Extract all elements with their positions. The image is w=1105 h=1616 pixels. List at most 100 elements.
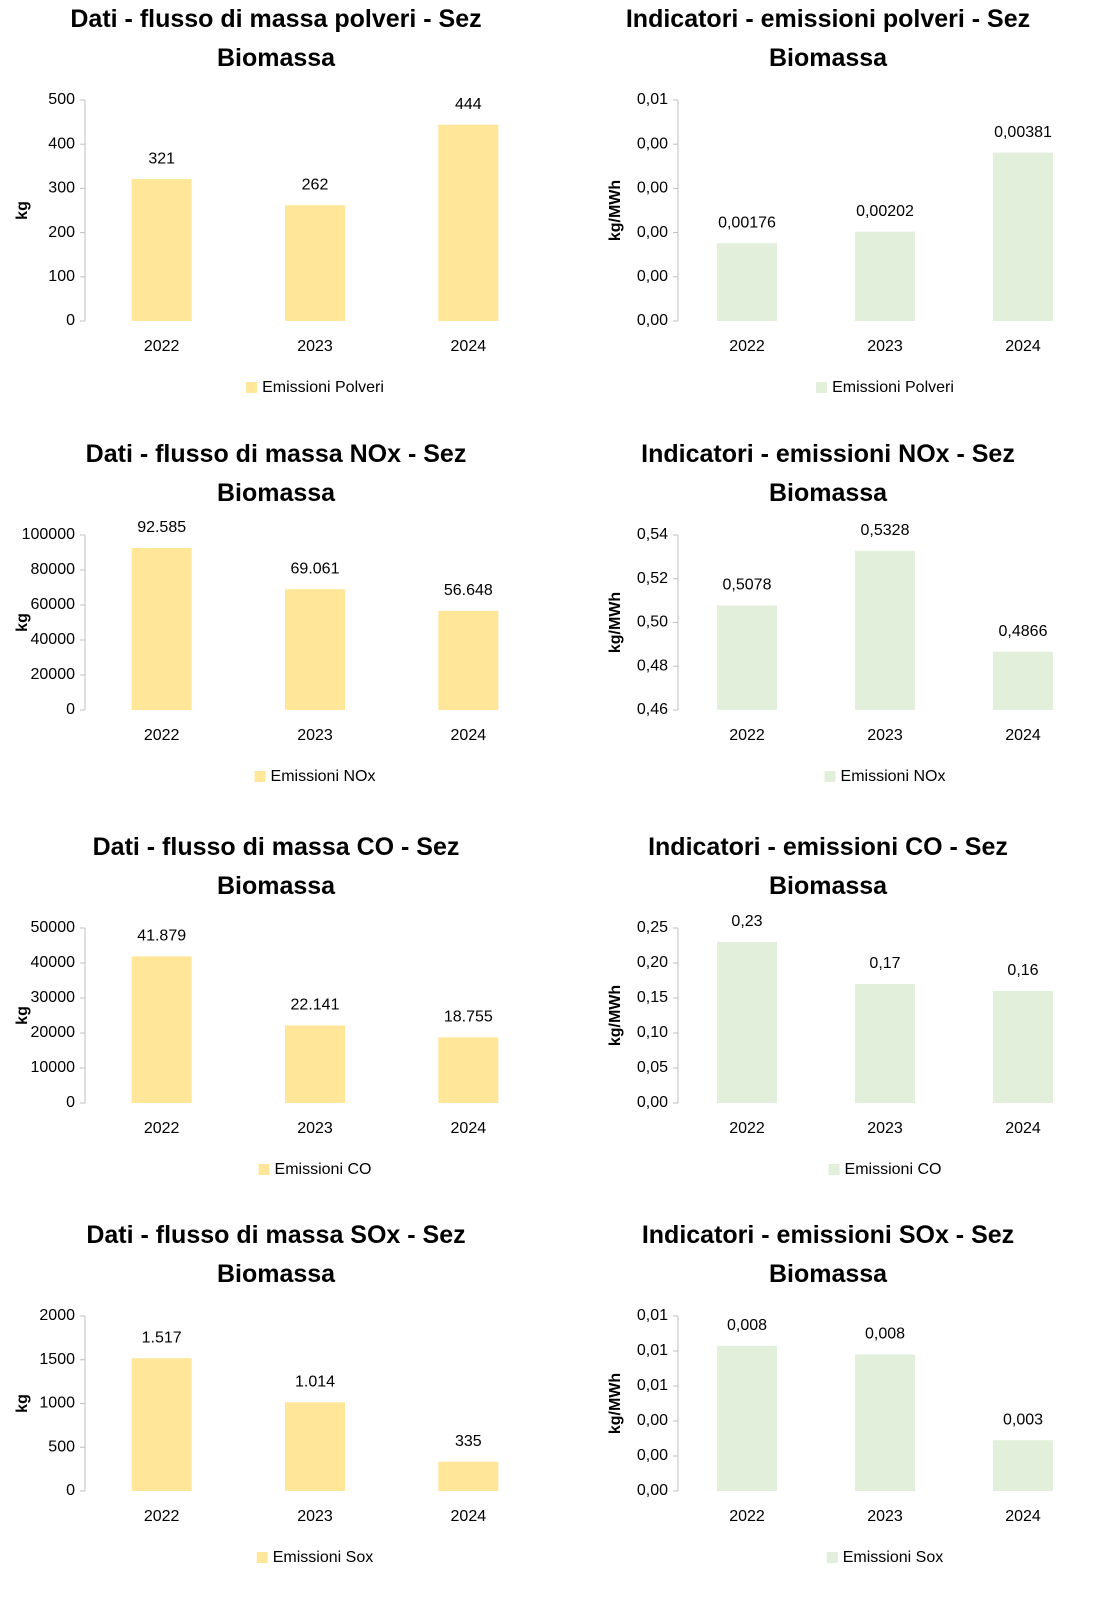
chart: 0 10000 20000 30000 40000 50000 kg 2022 2023 2024…: [14, 919, 499, 1178]
y-tick-label: 0,46: [637, 701, 668, 718]
bar: [131, 179, 192, 321]
bar: [993, 152, 1053, 321]
y-tick-label: 100000: [22, 526, 75, 543]
x-tick-label: 2024: [451, 727, 487, 744]
y-tick-label: 0,54: [637, 526, 668, 543]
data-label: 0,5078: [723, 577, 772, 594]
bar: [855, 231, 915, 321]
data-label: 0,003: [1003, 1411, 1043, 1428]
x-tick-label: 2022: [729, 1120, 765, 1137]
bar: [993, 991, 1053, 1103]
y-tick-label: 20000: [31, 666, 76, 683]
y-tick-label: 0: [66, 312, 75, 329]
bar: [131, 547, 192, 710]
y-tick-label: 2000: [39, 1307, 75, 1324]
x-tick-label: 2023: [297, 1508, 333, 1525]
data-label: 1.517: [142, 1329, 182, 1346]
y-tick-label: 100: [48, 268, 75, 285]
y-tick-label: 0,05: [637, 1059, 668, 1076]
bar: [717, 1345, 777, 1491]
x-tick-label: 2022: [144, 1120, 180, 1137]
y-tick-label: 0,50: [637, 614, 668, 631]
data-label: 335: [455, 1433, 482, 1450]
chart: 0 20000 40000 60000 80000 100000 kg 2022 2023 202…: [14, 519, 499, 785]
data-label: 0,00176: [718, 214, 776, 231]
bar: [438, 1461, 499, 1491]
x-tick-label: 2024: [1005, 338, 1041, 355]
y-axis-label: kg/MWh: [607, 180, 624, 241]
chart: 0 100 200 300 400 500 kg 2022 2023 2024 321 262 444 E…: [14, 91, 499, 396]
chart-title: Indicatori - emissioni polveri - Sez Bio…: [625, 5, 1031, 72]
data-label: 444: [455, 96, 482, 113]
bar: [855, 984, 915, 1103]
legend-label: Emissioni Polveri: [832, 379, 954, 396]
y-tick-label: 0,10: [637, 1024, 668, 1041]
x-tick-label: 2024: [1005, 727, 1041, 744]
legend-swatch: [246, 382, 258, 393]
y-tick-label: 0,00: [637, 268, 668, 285]
chart-panel: Indicatori - emissioni NOx - Sez Biomass…: [552, 435, 1104, 835]
y-tick-label: 80000: [31, 561, 76, 578]
bar: [285, 1025, 345, 1103]
chart-title: Dati - flusso di massa polveri - Sez Bio…: [70, 5, 482, 72]
y-tick-label: 0,01: [637, 1377, 668, 1394]
y-axis-label: kg/MWh: [607, 985, 624, 1046]
y-tick-label: 1000: [39, 1395, 75, 1412]
y-tick-label: 500: [48, 91, 75, 108]
y-tick-label: 0,00: [637, 312, 668, 329]
y-tick-label: 0,15: [637, 989, 668, 1006]
legend-label: Emissioni NOx: [841, 768, 946, 785]
data-label: 0,00381: [994, 124, 1052, 141]
chart-panel: Dati - flusso di massa SOx - Sez Biomass…: [0, 1216, 552, 1616]
y-tick-label: 20000: [31, 1024, 76, 1041]
bar: [855, 550, 915, 710]
data-label: 321: [148, 150, 175, 167]
data-label: 0,23: [731, 913, 762, 930]
x-tick-label: 2023: [867, 1508, 903, 1525]
x-tick-label: 2022: [729, 1508, 765, 1525]
y-tick-label: 0: [66, 1094, 75, 1111]
legend-label: Emissioni CO: [845, 1161, 942, 1178]
y-tick-label: 60000: [31, 596, 76, 613]
y-axis-label: kg: [14, 613, 31, 632]
y-tick-label: 40000: [31, 631, 76, 648]
bar: [993, 1440, 1053, 1491]
data-label: 41.879: [137, 928, 186, 945]
y-tick-label: 0,00: [637, 180, 668, 197]
legend: Emissioni Sox: [256, 1549, 373, 1566]
x-tick-label: 2024: [1005, 1120, 1041, 1137]
x-tick-label: 2023: [867, 338, 903, 355]
x-tick-label: 2024: [451, 1508, 487, 1525]
chart: 0,46 0,48 0,50 0,52 0,54 kg/MWh 2022 2023 2024 0,…: [607, 522, 1053, 785]
data-label: 56.648: [444, 582, 493, 599]
y-tick-label: 0,01: [637, 1307, 668, 1324]
legend: Emissioni CO: [258, 1161, 371, 1178]
data-label: 92.585: [137, 519, 186, 536]
data-label: 0,4866: [999, 623, 1048, 640]
y-tick-label: 200: [48, 224, 75, 241]
bar: [438, 1037, 499, 1103]
y-axis-label: kg: [14, 201, 31, 220]
y-tick-label: 0,01: [637, 91, 668, 108]
y-tick-label: 10000: [31, 1059, 76, 1076]
chart-panel: Indicatori - emissioni CO - Sez Biomassa…: [552, 828, 1104, 1228]
y-tick-label: 300: [48, 180, 75, 197]
x-tick-label: 2024: [451, 338, 487, 355]
chart-title: Indicatori - emissioni NOx - Sez Biomass…: [641, 440, 1015, 507]
chart: 0,00 0,00 0,00 0,01 0,01 0,01 kg/MWh 2022 2023 20…: [607, 1307, 1053, 1566]
chart-panel: Dati - flusso di massa polveri - Sez Bio…: [0, 0, 552, 400]
bar: [438, 610, 499, 710]
data-label: 0,008: [865, 1326, 905, 1343]
chart-title: Indicatori - emissioni CO - Sez Biomassa: [648, 833, 1008, 900]
bar: [438, 124, 499, 321]
legend-swatch: [256, 1552, 268, 1563]
bar: [855, 1354, 915, 1491]
chart: 0,00 0,00 0,00 0,00 0,00 0,01 kg/MWh 2022 2023 20…: [607, 91, 1053, 396]
legend: Emissioni NOx: [824, 768, 946, 785]
y-tick-label: 0,20: [637, 954, 668, 971]
y-tick-label: 0: [66, 1482, 75, 1499]
y-axis-label: kg: [14, 1006, 31, 1025]
x-tick-label: 2023: [297, 1120, 333, 1137]
data-label: 22.141: [291, 997, 340, 1014]
